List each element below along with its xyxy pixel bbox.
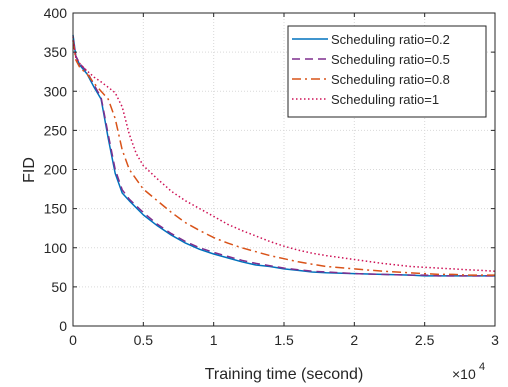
legend-box <box>287 25 487 118</box>
series-line-3 <box>72 36 496 272</box>
x-exponent-power: 4 <box>479 361 485 373</box>
legend-label-0: Scheduling ratio=0.2 <box>331 32 450 47</box>
y-tick-label: 200 <box>44 162 68 178</box>
legend: Scheduling ratio=0.2 Scheduling ratio=0.5… <box>287 25 487 118</box>
y-tick-label: 400 <box>44 5 68 21</box>
legend-label-3: Scheduling ratio=1 <box>331 92 439 107</box>
y-tick-label: 350 <box>44 44 68 60</box>
x-tick-label: 0.5 <box>134 332 154 348</box>
x-tick-label: 2 <box>350 332 358 348</box>
x-axis-label: Training time (second) <box>205 366 364 383</box>
axis-ticks <box>72 12 496 327</box>
series-layer <box>72 34 496 277</box>
tick-labels: 0 0.5 1 1.5 2 2.5 3 0 50 100 150 200 250 300 350 400 <box>44 5 499 348</box>
y-tick-label: 250 <box>44 122 68 138</box>
x-tick-label: 2.5 <box>415 332 435 348</box>
y-axis-label: FID <box>21 157 38 183</box>
y-tick-label: 300 <box>44 83 68 99</box>
y-tick-label: 150 <box>44 201 68 217</box>
x-tick-label: 1.5 <box>274 332 294 348</box>
series-line-2 <box>72 40 495 276</box>
y-tick-label: 50 <box>51 279 67 295</box>
y-tick-label: 100 <box>44 240 68 256</box>
legend-label-2: Scheduling ratio=0.8 <box>331 72 450 87</box>
x-exponent: ×10 4 <box>452 361 485 382</box>
x-tick-label: 3 <box>491 332 499 348</box>
series-line-1 <box>72 40 495 277</box>
x-exponent-base: ×10 <box>452 366 476 382</box>
x-tick-label: 1 <box>210 332 218 348</box>
y-tick-label: 0 <box>59 318 67 334</box>
x-tick-label: 0 <box>69 332 77 348</box>
legend-label-1: Scheduling ratio=0.5 <box>331 52 450 67</box>
